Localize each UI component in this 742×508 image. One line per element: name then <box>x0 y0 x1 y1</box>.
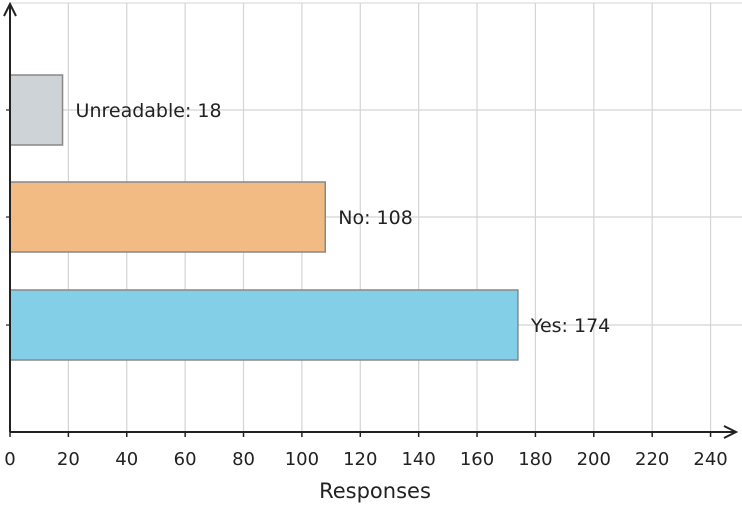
x-tick-label: 160 <box>460 449 494 470</box>
axes <box>3 1 739 439</box>
x-tick-label: 120 <box>343 449 377 470</box>
bar-yes <box>9 289 519 361</box>
bar-labels: Unreadable: 18 No: 108 Yes: 174 <box>76 100 611 337</box>
x-tick-label: 40 <box>115 449 138 470</box>
x-tick-label: 60 <box>174 449 197 470</box>
x-axis-label: Responses <box>319 479 431 503</box>
y-ticks <box>6 109 10 326</box>
x-tick-label: 140 <box>401 449 435 470</box>
x-axis-arrow-icon <box>723 425 739 439</box>
bar-no <box>9 181 327 253</box>
x-tick-label: 180 <box>518 449 552 470</box>
bar-unreadable <box>9 74 64 146</box>
x-tick-label: 200 <box>577 449 611 470</box>
y-axis-arrow-icon <box>3 1 17 17</box>
bar-label-no: No: 108 <box>338 207 413 229</box>
x-tick-label: 100 <box>285 449 319 470</box>
bar-label-yes: Yes: 174 <box>530 315 610 337</box>
bar-label-unreadable: Unreadable: 18 <box>76 100 222 122</box>
x-tick-label: 240 <box>693 449 727 470</box>
x-tick-label: 20 <box>57 449 80 470</box>
x-tick-label: 80 <box>232 449 255 470</box>
x-tick-label: 0 <box>4 449 15 470</box>
x-ticks: 0 20 40 60 80 100 120 140 160 180 200 220 240 <box>4 432 728 470</box>
x-tick-label: 220 <box>635 449 669 470</box>
bars <box>9 74 519 361</box>
